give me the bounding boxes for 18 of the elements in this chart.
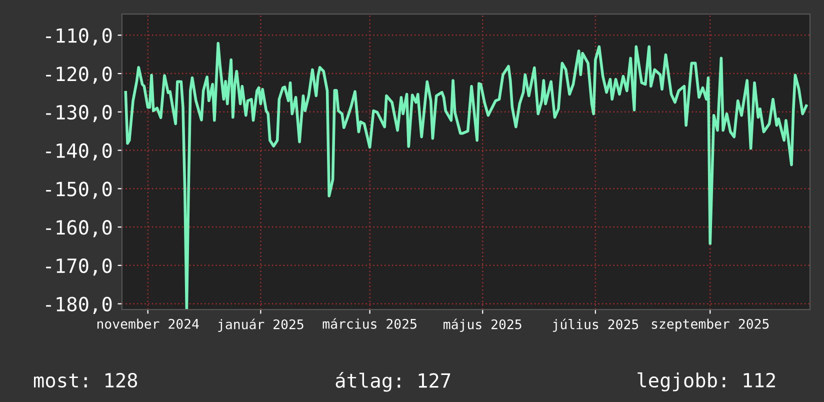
y-tick-label: -130,0 bbox=[46, 104, 112, 122]
text: legjobb: 112 bbox=[638, 372, 775, 392]
x-tick-label: március 2025 bbox=[322, 318, 416, 329]
x-tick-label: szeptember 2025 bbox=[652, 318, 769, 332]
text: most: 128 bbox=[34, 372, 138, 388]
x-tick-label: január 2025 bbox=[218, 318, 304, 332]
text: átlag: 127 bbox=[336, 372, 450, 392]
y-tick-label: -170,0 bbox=[46, 258, 112, 276]
y-tick-label: -180,0 bbox=[46, 296, 112, 314]
y-tick-label: -110,0 bbox=[46, 28, 112, 46]
line-series bbox=[124, 42, 808, 310]
x-tick-label: július 2025 bbox=[552, 318, 638, 332]
x-tick-label: május 2025 bbox=[444, 318, 522, 332]
y-tick-label: -150,0 bbox=[46, 182, 112, 199]
x-tick-label: november 2024 bbox=[97, 318, 199, 329]
y-tick-label: -160,0 bbox=[46, 220, 112, 238]
y-tick-label: -140,0 bbox=[46, 143, 112, 160]
y-tick-label: -120,0 bbox=[46, 66, 112, 84]
